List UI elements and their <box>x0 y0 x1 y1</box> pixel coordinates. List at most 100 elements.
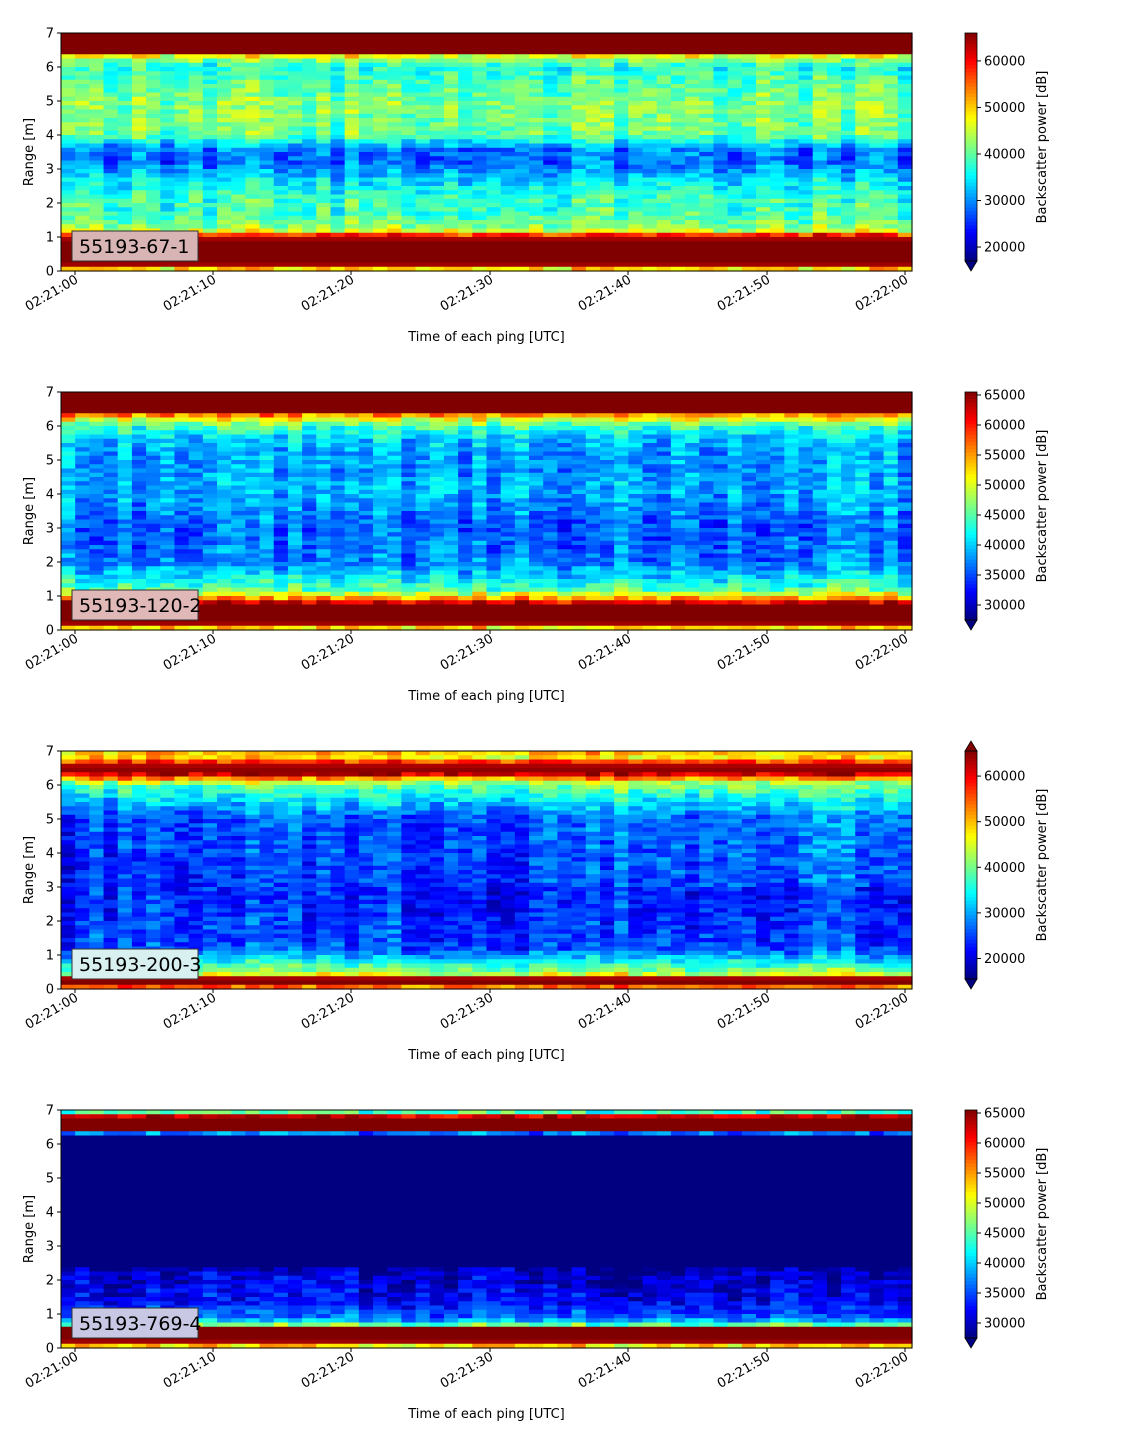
y-tick-label: 4 <box>46 847 54 862</box>
colorbar-tick-label: 60000 <box>984 770 1025 785</box>
colorbar-tick-label: 20000 <box>984 241 1025 256</box>
y-tick-label: 3 <box>46 163 54 178</box>
y-tick-label: 0 <box>46 983 54 998</box>
x-axis-label: Time of each ping [UTC] <box>407 1407 565 1422</box>
colorbar-extend-bottom <box>965 979 977 989</box>
colorbar-tick-label: 45000 <box>984 509 1025 524</box>
x-tick-label: 02:21:40 <box>576 272 634 314</box>
colorbar-tick-label: 40000 <box>984 539 1025 554</box>
colorbar-tick-label: 50000 <box>984 815 1025 830</box>
colorbar-tick-label: 35000 <box>984 569 1025 584</box>
y-tick-label: 0 <box>46 624 54 639</box>
colorbar-tick-label: 50000 <box>984 1197 1025 1212</box>
colorbar-2: 3000035000400004500050000550006000065000… <box>965 389 1050 631</box>
y-axis-label: Range [m] <box>22 1195 37 1263</box>
colorbar-tick-label: 45000 <box>984 1227 1025 1242</box>
y-tick-label: 7 <box>46 27 54 42</box>
colorbar-4: 30000 35000 40000 45000 50000 55000 60000 65000… <box>965 1107 1050 1349</box>
x-tick-label: 02:22:00 <box>853 1349 911 1391</box>
colorbar-tick-label: 30000 <box>984 194 1025 209</box>
y-tick-label: 4 <box>46 129 54 144</box>
x-tick-label: 02:21:40 <box>576 631 634 673</box>
x-axis-label: Time of each ping [UTC] <box>407 1048 565 1063</box>
y-tick-label: 1 <box>46 949 54 964</box>
colorbar-tick-label: 40000 <box>984 1257 1025 1272</box>
colorbar-tick-label: 40000 <box>984 147 1025 162</box>
colorbar-tick-label: 65000 <box>984 1107 1025 1122</box>
colorbar-label: Backscatter power [dB] <box>1035 789 1050 942</box>
colorbar-tick-label: 20000 <box>984 952 1025 967</box>
x-tick-label: 02:21:10 <box>161 631 219 673</box>
y-tick-label: 3 <box>46 522 54 537</box>
x-tick-label: 02:21:20 <box>299 631 357 673</box>
x-tick-label: 02:21:50 <box>715 631 773 673</box>
colorbar-tick-label: 30000 <box>984 906 1025 921</box>
y-tick-label: 4 <box>46 488 54 503</box>
x-tick-label: 02:21:50 <box>715 1349 773 1391</box>
colorbar-tick-label: 35000 <box>984 1287 1025 1302</box>
y-axis-label: Range [m] <box>22 118 37 186</box>
y-tick-label: 2 <box>46 197 54 212</box>
colorbar-extend-bottom <box>965 620 977 630</box>
y-tick-label: 5 <box>46 454 54 469</box>
y-tick-label: 5 <box>46 813 54 828</box>
colorbar-tick-label: 60000 <box>984 54 1025 69</box>
y-tick-label: 2 <box>46 1274 54 1289</box>
x-tick-label: 02:21:50 <box>715 272 773 314</box>
x-tick-label: 02:21:50 <box>715 990 773 1032</box>
colorbar-tick-label: 30000 <box>984 1317 1025 1332</box>
colorbar-extend-bottom <box>965 1338 977 1348</box>
colorbar-label: Backscatter power [dB] <box>1035 1148 1050 1301</box>
y-tick-label: 2 <box>46 556 54 571</box>
colorbar-tick-label: 55000 <box>984 449 1025 464</box>
x-tick-label: 02:22:00 <box>853 272 911 314</box>
colorbar-label: Backscatter power [dB] <box>1035 430 1050 583</box>
y-tick-label: 0 <box>46 265 54 280</box>
y-axis-label: Range [m] <box>22 836 37 904</box>
y-tick-label: 3 <box>46 881 54 896</box>
colorbar-tick-label: 50000 <box>984 101 1025 116</box>
y-tick-label: 7 <box>46 1104 54 1119</box>
y-tick-label: 6 <box>46 1138 54 1153</box>
colorbar-extend-bottom <box>965 261 977 271</box>
x-tick-label: 02:21:40 <box>576 990 634 1032</box>
y-tick-label: 1 <box>46 1308 54 1323</box>
y-tick-label: 6 <box>46 420 54 435</box>
x-tick-label: 02:22:00 <box>853 990 911 1032</box>
x-tick-label: 02:21:10 <box>161 272 219 314</box>
y-tick-label: 3 <box>46 1240 54 1255</box>
colorbar-tick-label: 55000 <box>984 1167 1025 1182</box>
y-tick-label: 7 <box>46 386 54 401</box>
x-tick-label: 02:22:00 <box>853 631 911 673</box>
colorbar-tick-label: 30000 <box>984 599 1025 614</box>
colorbar-label: Backscatter power [dB] <box>1035 71 1050 224</box>
x-axis-label: Time of each ping [UTC] <box>407 689 565 704</box>
y-axis-label: Range [m] <box>22 477 37 545</box>
x-tick-label: 02:21:20 <box>299 990 357 1032</box>
y-tick-label: 1 <box>46 590 54 605</box>
sample-label: 55193-769-4 <box>79 1313 202 1335</box>
colorbar-1: 20000 30000 40000 50000 60000 Backscatter pow… <box>965 33 1050 271</box>
x-tick-label: 02:21:10 <box>161 990 219 1032</box>
sample-label: 55193-67-1 <box>79 236 189 258</box>
colorbar-tick-label: 60000 <box>984 1137 1025 1152</box>
colorbar-tick-label: 50000 <box>984 479 1025 494</box>
y-tick-label: 5 <box>46 95 54 110</box>
x-tick-label: 02:21:20 <box>299 1349 357 1391</box>
y-tick-label: 4 <box>46 1206 54 1221</box>
y-tick-label: 2 <box>46 915 54 930</box>
y-tick-label: 6 <box>46 779 54 794</box>
x-tick-label: 02:21:40 <box>576 1349 634 1391</box>
colorbar-tick-label: 65000 <box>984 389 1025 404</box>
y-tick-label: 0 <box>46 1342 54 1357</box>
x-tick-label: 02:21:30 <box>438 631 496 673</box>
x-tick-label: 02:21:30 <box>438 1349 496 1391</box>
colorbar-extend-top <box>965 741 977 751</box>
